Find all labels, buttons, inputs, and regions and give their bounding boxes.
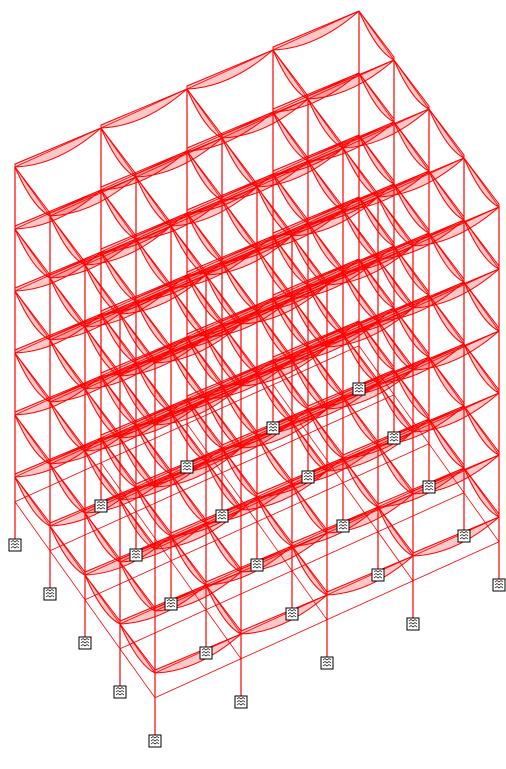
support [165, 598, 177, 610]
beam [50, 526, 85, 575]
beam [15, 291, 50, 340]
beam [15, 353, 50, 402]
support [353, 383, 365, 395]
beam [241, 595, 327, 634]
beam [50, 402, 85, 451]
beam [394, 60, 429, 109]
beam [327, 556, 413, 595]
beam [120, 624, 155, 673]
beam [136, 138, 222, 177]
beam [273, 11, 359, 50]
frame-diagram [0, 0, 506, 769]
beam [101, 128, 136, 177]
support [321, 657, 333, 669]
beam [222, 99, 308, 138]
beam [50, 278, 85, 327]
beam [136, 177, 171, 226]
support [95, 500, 107, 512]
support [267, 422, 279, 434]
beam [273, 50, 308, 99]
support [79, 637, 91, 649]
beam [50, 177, 136, 216]
support [372, 569, 384, 581]
beam [308, 99, 343, 148]
beam [429, 109, 464, 158]
support [9, 539, 21, 551]
beam [155, 634, 241, 673]
support [493, 579, 505, 591]
support [200, 647, 212, 659]
beam [50, 464, 85, 513]
beam [464, 158, 499, 207]
support [235, 696, 247, 708]
beam [308, 60, 394, 99]
support [114, 686, 126, 698]
support [181, 461, 193, 473]
support [423, 481, 435, 493]
beam [50, 340, 85, 389]
support [149, 735, 161, 747]
support [216, 510, 228, 522]
beam [15, 167, 50, 216]
page: (() => { const data = JSON.parse(documen… [0, 0, 506, 769]
support [407, 618, 419, 630]
support [458, 530, 470, 542]
support [251, 559, 263, 571]
beam [120, 562, 155, 611]
support [130, 549, 142, 561]
beam [413, 517, 499, 556]
beam [222, 138, 257, 187]
support [388, 432, 400, 444]
beam [101, 89, 187, 128]
beam [85, 575, 120, 624]
support [286, 608, 298, 620]
support [302, 471, 314, 483]
beam [15, 229, 50, 278]
support [44, 588, 56, 600]
beam [187, 89, 222, 138]
beam [50, 216, 85, 265]
beam [85, 513, 120, 562]
support [337, 520, 349, 532]
beam [15, 477, 50, 526]
beam [15, 128, 101, 167]
beam [187, 50, 273, 89]
beam [15, 415, 50, 464]
beam [359, 11, 394, 60]
